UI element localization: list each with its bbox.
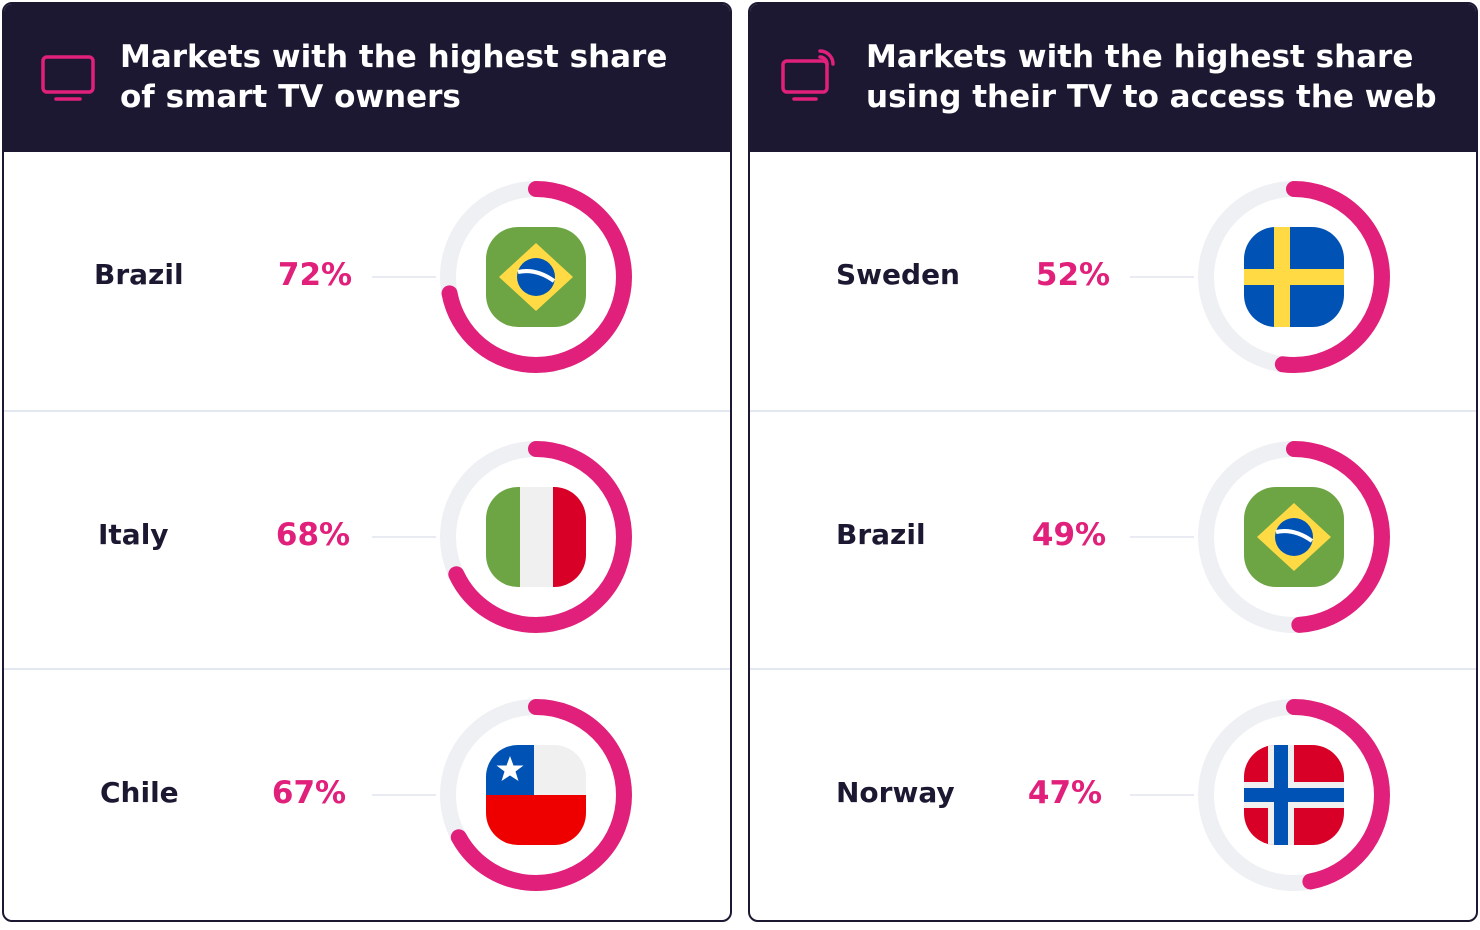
donut-chart	[1198, 441, 1390, 633]
percent-label: 72%	[277, 257, 353, 293]
chart-title: Markets with the highest share of smart …	[120, 37, 710, 117]
panel-header: Markets with the highest share using the…	[750, 4, 1476, 152]
market-row: Sweden 52%	[750, 152, 1476, 410]
country-label: Brazil	[836, 518, 926, 551]
chart-title-line-1: Markets with the highest share	[120, 39, 668, 75]
donut-chart	[440, 181, 632, 373]
country-label: Chile	[100, 776, 179, 809]
percent-label: 49%	[1031, 517, 1107, 553]
donut-arc	[440, 699, 632, 891]
chart-title-line-2: using their TV to access the web	[866, 79, 1437, 115]
country-label: Norway	[836, 776, 955, 809]
donut-chart	[1198, 181, 1390, 373]
percent-label: 52%	[1035, 257, 1111, 293]
italy-flag-icon	[486, 487, 586, 587]
chart-title: Markets with the highest share using the…	[866, 37, 1456, 117]
donut-chart	[440, 699, 632, 891]
chile-flag-icon	[486, 745, 586, 845]
connector-line	[372, 794, 436, 796]
donut-chart	[440, 441, 632, 633]
sweden-flag-icon	[1244, 227, 1344, 327]
brazil-flag-icon	[486, 227, 586, 327]
norway-flag-icon	[1244, 745, 1344, 845]
donut-chart	[1198, 699, 1390, 891]
donut-arc	[1198, 181, 1390, 373]
donut-arc	[440, 181, 632, 373]
chart-title-line-1: Markets with the highest share	[866, 39, 1414, 75]
tv-icon	[41, 55, 95, 101]
market-row: Chile 67%	[4, 668, 730, 920]
panel-tv-web-access: Markets with the highest share using the…	[748, 2, 1478, 922]
country-label: Brazil	[94, 258, 184, 291]
market-row: Brazil 72%	[4, 152, 730, 410]
percent-label: 47%	[1027, 775, 1103, 811]
connector-line	[1130, 276, 1194, 278]
donut-arc	[1198, 441, 1390, 633]
country-label: Italy	[98, 518, 169, 551]
connector-line	[1130, 794, 1194, 796]
donut-arc	[1198, 699, 1390, 891]
brazil-flag-icon	[1244, 487, 1344, 587]
percent-label: 68%	[275, 517, 351, 553]
panel-smart-tv-owners: Markets with the highest share of smart …	[2, 2, 732, 922]
connector-line	[1130, 536, 1194, 538]
donut-arc	[440, 441, 632, 633]
market-row: Norway 47%	[750, 668, 1476, 920]
percent-label: 67%	[271, 775, 347, 811]
chart-title-line-2: of smart TV owners	[120, 79, 461, 115]
connector-line	[372, 276, 436, 278]
market-row: Italy 68%	[4, 410, 730, 670]
connector-line	[372, 536, 436, 538]
market-row: Brazil 49%	[750, 410, 1476, 670]
smart-tv-cast-icon	[781, 49, 835, 101]
panel-header: Markets with the highest share of smart …	[4, 4, 730, 152]
country-label: Sweden	[836, 258, 960, 291]
